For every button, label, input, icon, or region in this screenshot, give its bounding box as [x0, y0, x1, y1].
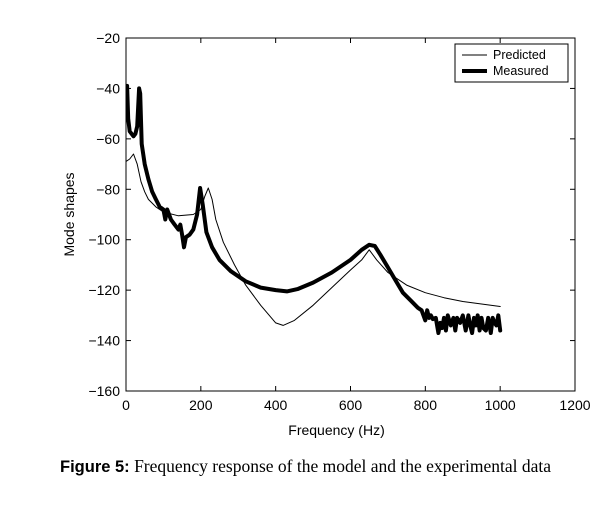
y-tick-label: −120 — [88, 282, 120, 298]
x-tick-label: 600 — [339, 397, 363, 413]
figure-caption: Figure 5: Frequency response of the mode… — [60, 455, 580, 479]
x-tick-label: 200 — [189, 397, 213, 413]
chart: Frequency (Hz) Mode shapes 0 200 400 600 800 1… — [61, 30, 591, 438]
x-tick-label: 400 — [264, 397, 288, 413]
y-tick-label: −160 — [88, 383, 120, 399]
y-tick-label: −100 — [88, 232, 120, 248]
x-tick-label: 1000 — [485, 397, 516, 413]
legend-box — [454, 43, 569, 83]
x-tick-label: 800 — [414, 397, 438, 413]
y-tick-label: −20 — [96, 30, 120, 46]
ticks: 0 200 400 600 800 1000 1200 −20 −40 −60 −80 −100 −12… — [88, 30, 590, 413]
x-tick-label: 1200 — [559, 397, 590, 413]
series-lines — [126, 83, 503, 335]
caption-lead: Figure 5: — [60, 458, 130, 476]
y-axis-title: Mode shapes — [61, 172, 77, 256]
y-tick-label: −60 — [96, 131, 120, 147]
caption-text: Frequency response of the model and the … — [129, 456, 551, 476]
y-tick-label: −40 — [96, 80, 120, 96]
legend-label-predicted: Predicted — [493, 48, 546, 62]
y-tick-label: −80 — [96, 181, 120, 197]
series-line-measured — [126, 83, 503, 335]
legend-label-measured: Measured — [493, 64, 549, 78]
x-axis-title: Frequency (Hz) — [288, 422, 384, 438]
y-tick-label: −140 — [88, 333, 120, 349]
legend: Predicted Measured — [454, 43, 569, 83]
x-tick-label: 0 — [122, 397, 130, 413]
